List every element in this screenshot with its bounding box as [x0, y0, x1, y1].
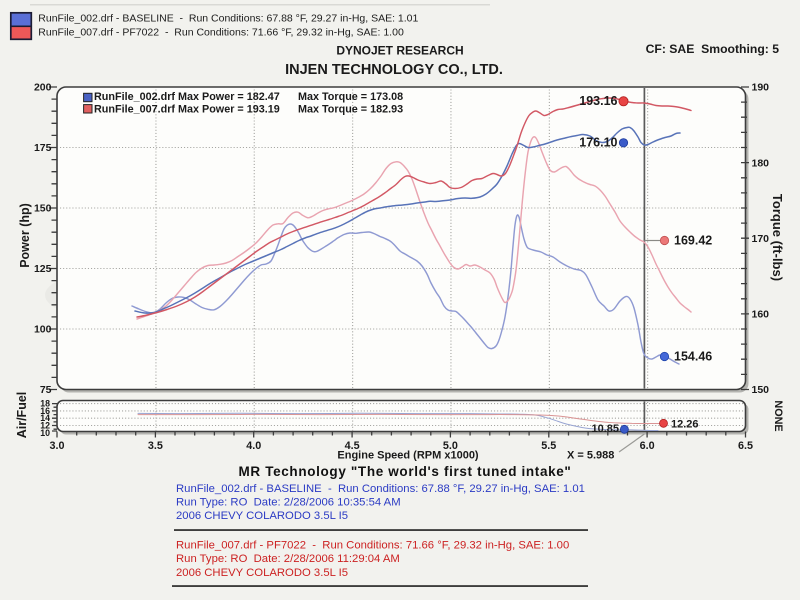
svg-text:169.42: 169.42	[674, 234, 712, 248]
svg-text:6.0: 6.0	[640, 440, 655, 452]
svg-text:Max Torque = 182.93: Max Torque = 182.93	[298, 104, 403, 116]
svg-text:RunFile_007.drf Max Power = 19: RunFile_007.drf Max Power = 193.19	[94, 104, 280, 116]
svg-text:193.16: 193.16	[579, 94, 617, 108]
svg-text:176.10: 176.10	[579, 136, 617, 150]
svg-text:4.5: 4.5	[345, 440, 360, 452]
svg-text:5.0: 5.0	[443, 440, 458, 452]
svg-text:CF: SAE Smoothing: 5: CF: SAE Smoothing: 5	[646, 42, 780, 56]
svg-text:190: 190	[752, 82, 770, 94]
svg-text:INJEN TECHNOLOGY CO., LTD.: INJEN TECHNOLOGY CO., LTD.	[285, 62, 503, 78]
svg-text:12: 12	[40, 421, 50, 431]
svg-text:5.5: 5.5	[541, 440, 556, 452]
svg-text:200: 200	[34, 82, 52, 94]
svg-text:Run Type: RO Date: 2/28/2006: Run Type: RO Date: 2/28/2006 11:29:04 AM	[176, 553, 400, 565]
svg-text:3.0: 3.0	[49, 440, 64, 452]
svg-text:RunFile_002.drf Max Power = 18: RunFile_002.drf Max Power = 182.47	[94, 91, 280, 103]
svg-text:Max Torque = 173.08: Max Torque = 173.08	[298, 91, 403, 103]
svg-text:170: 170	[752, 233, 770, 245]
svg-text:12.26: 12.26	[671, 418, 699, 430]
svg-text:18: 18	[40, 399, 50, 409]
svg-text:RunFile_007.drf - PF7022 - R: RunFile_007.drf - PF7022 - Run Condition…	[176, 540, 569, 552]
svg-text:125: 125	[34, 263, 52, 275]
svg-text:Engine Speed (RPM x1000): Engine Speed (RPM x1000)	[337, 450, 479, 462]
svg-text:DYNOJET RESEARCH: DYNOJET RESEARCH	[336, 44, 463, 58]
svg-text:Air/Fuel: Air/Fuel	[15, 392, 29, 439]
svg-text:100: 100	[34, 324, 52, 336]
svg-text:150: 150	[752, 384, 770, 396]
svg-text:RunFile_007.drf - PF7022 - R: RunFile_007.drf - PF7022 - Run Condition…	[38, 27, 404, 39]
svg-text:RunFile_002.drf - BASELINE -: RunFile_002.drf - BASELINE - Run Conditi…	[176, 483, 585, 495]
svg-text:75: 75	[40, 384, 52, 396]
svg-text:150: 150	[34, 203, 52, 215]
svg-text:6.5: 6.5	[738, 440, 753, 452]
svg-text:4.0: 4.0	[246, 440, 261, 452]
svg-text:10.85: 10.85	[591, 423, 619, 435]
svg-text:MR Technology "The world's fir: MR Technology "The world's first tuned i…	[239, 464, 572, 479]
svg-text:14: 14	[40, 413, 50, 423]
svg-text:RunFile_002.drf - BASELINE -: RunFile_002.drf - BASELINE - Run Conditi…	[38, 13, 418, 25]
svg-text:175: 175	[34, 142, 52, 154]
svg-text:Torque (ft-lbs): Torque (ft-lbs)	[770, 194, 785, 281]
svg-text:10: 10	[40, 428, 50, 438]
svg-text:16: 16	[40, 406, 50, 416]
svg-text:2006 CHEVY COLARODO 3.5L I5: 2006 CHEVY COLARODO 3.5L I5	[176, 510, 348, 522]
svg-text:154.46: 154.46	[674, 350, 712, 364]
svg-text:X = 5.988: X = 5.988	[567, 450, 614, 462]
svg-text:3.5: 3.5	[148, 440, 163, 452]
svg-text:2006 CHEVY COLARODO 3.5L I5: 2006 CHEVY COLARODO 3.5L I5	[176, 567, 348, 579]
svg-text:NONE: NONE	[772, 400, 784, 431]
svg-text:Run Type: RO Date: 2/28/2006: Run Type: RO Date: 2/28/2006 10:35:54 AM	[176, 497, 401, 509]
svg-text:160: 160	[752, 309, 770, 321]
svg-text:Power (hp): Power (hp)	[18, 203, 32, 268]
svg-text:180: 180	[752, 157, 770, 169]
